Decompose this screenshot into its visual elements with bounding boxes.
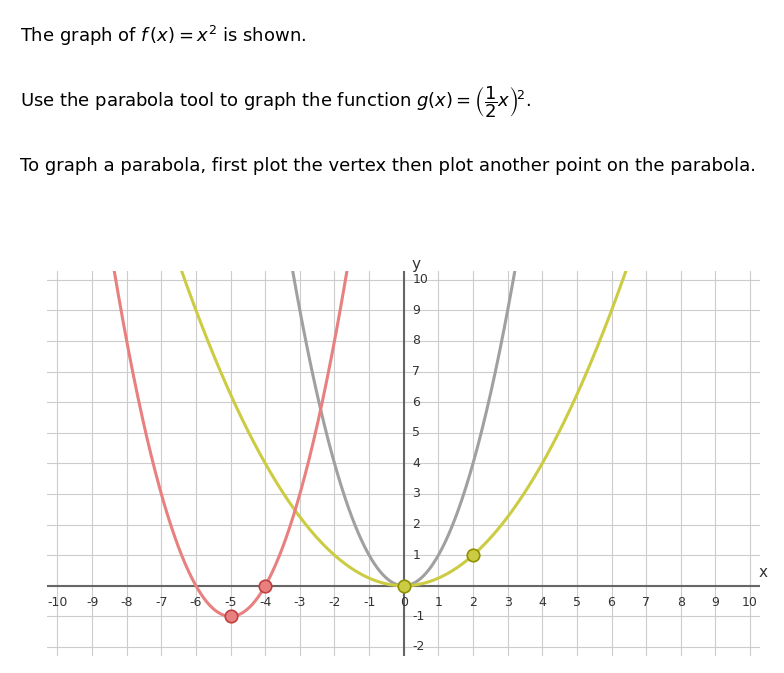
Text: 7: 7 <box>412 365 420 378</box>
Text: ✕: ✕ <box>397 208 411 225</box>
Text: 6: 6 <box>608 596 615 610</box>
Text: -8: -8 <box>121 596 133 610</box>
Text: 2: 2 <box>412 518 420 531</box>
Text: -2: -2 <box>412 641 425 653</box>
Text: x: x <box>759 565 768 579</box>
Text: 0: 0 <box>400 596 408 610</box>
Text: -7: -7 <box>155 596 168 610</box>
Text: -3: -3 <box>294 596 306 610</box>
Text: 10: 10 <box>412 273 428 286</box>
Text: 7: 7 <box>642 596 650 610</box>
Text: -5: -5 <box>224 596 237 610</box>
Text: 5: 5 <box>573 596 581 610</box>
Text: -6: -6 <box>190 596 202 610</box>
Text: -9: -9 <box>86 596 98 610</box>
Text: y: y <box>412 257 420 272</box>
Text: 3: 3 <box>504 596 512 610</box>
Text: 3: 3 <box>412 487 420 501</box>
Text: Use the parabola tool to graph the function $g(x) = \left(\dfrac{1}{2}x\right)^{: Use the parabola tool to graph the funct… <box>20 85 531 120</box>
Text: -10: -10 <box>47 596 67 610</box>
Text: 8: 8 <box>412 334 420 347</box>
Text: -1: -1 <box>363 596 376 610</box>
Text: The graph of $\mathit{f}\,(x) = x^2$ is shown.: The graph of $\mathit{f}\,(x) = x^2$ is … <box>20 24 306 48</box>
Text: 4: 4 <box>539 596 546 610</box>
Text: 6: 6 <box>412 396 420 409</box>
Text: 9: 9 <box>712 596 720 610</box>
Text: 1: 1 <box>412 548 420 562</box>
Text: 8: 8 <box>677 596 685 610</box>
Text: 5: 5 <box>412 426 420 439</box>
Text: 2: 2 <box>469 596 477 610</box>
Text: -4: -4 <box>259 596 271 610</box>
Text: -1: -1 <box>412 610 425 623</box>
Text: 4: 4 <box>412 457 420 470</box>
Text: To graph a parabola, first plot the vertex then plot another point on the parabo: To graph a parabola, first plot the vert… <box>20 157 756 176</box>
Text: 10: 10 <box>742 596 758 610</box>
Text: -2: -2 <box>328 596 341 610</box>
Text: 1: 1 <box>434 596 442 610</box>
Text: 9: 9 <box>412 304 420 317</box>
